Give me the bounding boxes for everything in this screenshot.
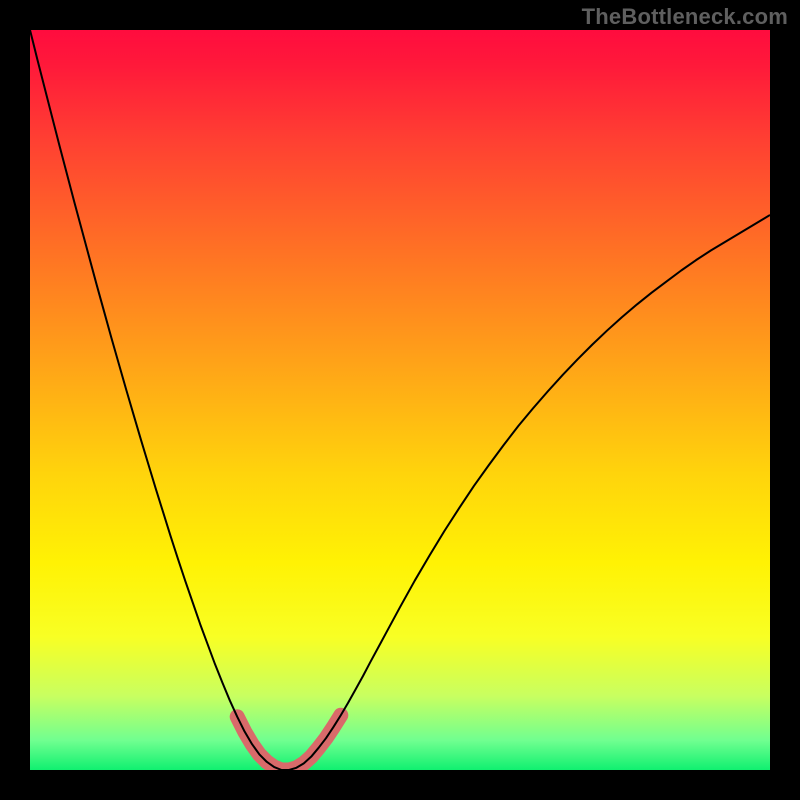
plot-area	[30, 30, 770, 770]
watermark-text: TheBottleneck.com	[582, 4, 788, 30]
bottleneck-curve-chart	[30, 30, 770, 770]
gradient-background	[30, 30, 770, 770]
chart-frame: TheBottleneck.com	[0, 0, 800, 800]
